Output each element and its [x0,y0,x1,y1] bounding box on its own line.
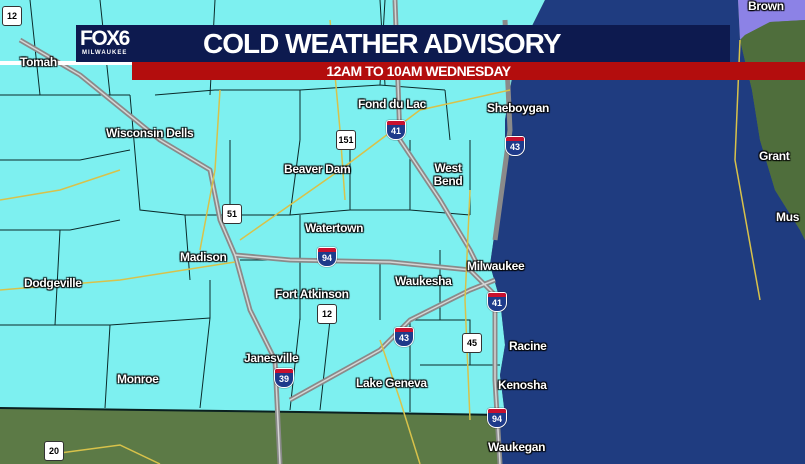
interstate-shield: 94 [317,247,337,267]
us-highway-shield: 12 [2,6,22,26]
city-label: Madison [180,250,227,264]
city-label: Kenosha [498,378,547,392]
city-label: Sheboygan [487,101,549,115]
city-label: Monroe [117,372,159,386]
banner-accent-bar [0,61,132,65]
city-label: Watertown [305,221,364,235]
city-label: Tomah [20,55,57,69]
city-label: Fond du Lac [358,97,427,111]
title-banner: FOX6 MILWAUKEE COLD WEATHER ADVISORY [76,25,730,62]
city-label: Beaver Dam [284,162,351,176]
station-logo-sub: MILWAUKEE [82,50,128,56]
us-highway-shield: 45 [462,333,482,353]
highways-center [19,0,501,464]
city-label: Milwaukee [467,259,525,273]
us-highway-shield: 20 [44,441,64,461]
neighbor-alert-area [738,0,805,40]
city-label: Wisconsin Dells [106,126,194,140]
us-highway-shield: 151 [336,130,356,150]
interstate-shield: 41 [386,120,406,140]
city-label: Lake Geneva [356,376,427,390]
city-label: Mus [776,210,800,224]
city-label: West Bend [433,161,463,188]
city-label: Janesville [244,351,299,365]
state-border [0,407,506,416]
interstate-shield: 94 [487,408,507,428]
advisory-area [0,0,545,415]
city-label: Waukesha [395,274,452,288]
city-label: Fort Atkinson [275,287,349,301]
interstate-shield: 41 [487,292,507,312]
interstate-shield: 43 [394,327,414,347]
interstate-shield: 39 [274,368,294,388]
city-label: Brown [748,0,784,13]
advisory-time: 12AM TO 10AM WEDNESDAY [326,63,511,79]
city-label: Waukegan [488,440,546,454]
interstate-shield: 43 [505,136,525,156]
advisory-time-bar: 12AM TO 10AM WEDNESDAY [132,62,805,80]
city-label: Dodgeville [24,276,82,290]
secondary-roads [0,19,761,464]
city-label: Grant [759,149,790,163]
us-highway-shield: 51 [222,204,242,224]
us-highway-shield: 12 [317,304,337,324]
lake-michigan [490,0,805,464]
advisory-title: COLD WEATHER ADVISORY [203,28,562,59]
station-logo: FOX6 [80,27,130,50]
city-label: Racine [509,339,547,353]
